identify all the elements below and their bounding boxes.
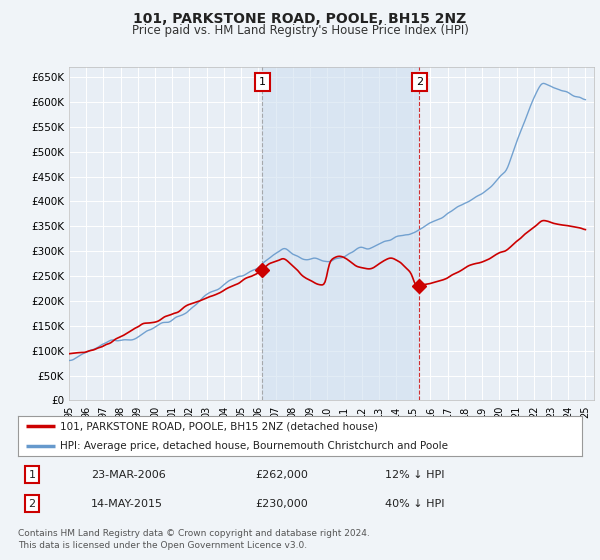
Bar <box>262 67 419 400</box>
Text: £230,000: £230,000 <box>255 498 308 508</box>
Text: 12% ↓ HPI: 12% ↓ HPI <box>385 470 444 480</box>
Text: £262,000: £262,000 <box>255 470 308 480</box>
Text: 23-MAR-2006: 23-MAR-2006 <box>91 470 166 480</box>
Text: 2: 2 <box>416 77 423 87</box>
Text: 14-MAY-2015: 14-MAY-2015 <box>91 498 163 508</box>
Text: 1: 1 <box>259 77 266 87</box>
Text: 101, PARKSTONE ROAD, POOLE, BH15 2NZ (detached house): 101, PARKSTONE ROAD, POOLE, BH15 2NZ (de… <box>60 421 379 431</box>
Text: 1: 1 <box>29 470 35 480</box>
Text: 101, PARKSTONE ROAD, POOLE, BH15 2NZ: 101, PARKSTONE ROAD, POOLE, BH15 2NZ <box>133 12 467 26</box>
Text: Price paid vs. HM Land Registry's House Price Index (HPI): Price paid vs. HM Land Registry's House … <box>131 24 469 36</box>
Text: HPI: Average price, detached house, Bournemouth Christchurch and Poole: HPI: Average price, detached house, Bour… <box>60 441 448 451</box>
Text: 40% ↓ HPI: 40% ↓ HPI <box>385 498 444 508</box>
Text: Contains HM Land Registry data © Crown copyright and database right 2024.
This d: Contains HM Land Registry data © Crown c… <box>18 529 370 550</box>
Text: 2: 2 <box>29 498 35 508</box>
